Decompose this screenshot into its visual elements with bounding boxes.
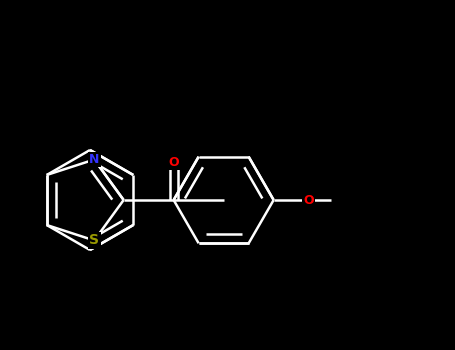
Text: O: O [168,156,179,169]
Text: O: O [303,194,314,206]
Text: N: N [89,153,100,166]
Text: S: S [89,233,99,247]
